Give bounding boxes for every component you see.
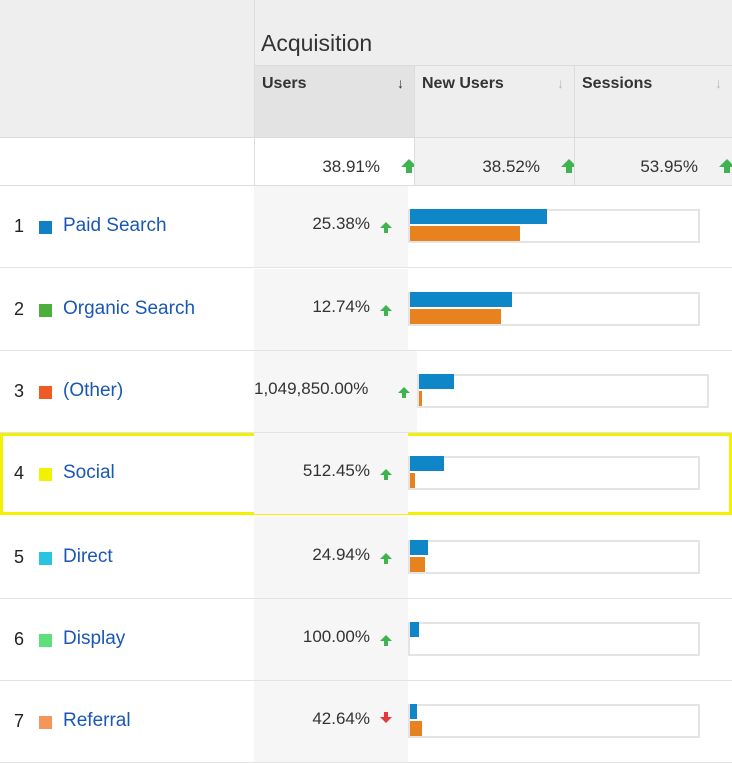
channel-color-swatch [39,386,52,399]
channel-link[interactable]: Paid Search [63,215,167,236]
channel-color-swatch [39,468,52,481]
bar-primary [410,209,547,224]
channel-color-swatch [39,304,52,317]
users-change-cell: 512.45% [254,433,408,514]
comparison-bar-track [408,209,700,243]
acquisition-title: Acquisition [261,30,373,56]
trend-up-icon [380,222,392,233]
channel-link[interactable]: Social [63,462,115,483]
table-row[interactable]: 12.74% 2 Organic Search [0,269,732,351]
bar-secondary [410,557,425,572]
bar-primary [410,456,444,471]
trend-up-icon [398,387,410,398]
users-change-cell: 1,049,850.00% [254,351,417,432]
bar-primary [419,374,454,389]
users-change-value: 12.74% [312,297,370,316]
total-sessions-value: 53.95% [640,157,698,176]
trend-down-icon [380,712,392,723]
bar-primary [410,704,417,719]
table-row[interactable]: 42.64% 7 Referral [0,681,732,763]
users-change-cell: 12.74% [254,269,408,350]
table-row[interactable]: 24.94% 5 Direct [0,517,732,599]
channel-link[interactable]: (Other) [63,380,124,401]
total-users: 38.91% [254,138,417,186]
total-sessions: 53.95% [574,138,732,186]
users-change-value: 25.38% [312,214,370,233]
row-rank: 1 [14,216,25,236]
bar-secondary [410,473,415,488]
trend-up-icon [380,469,392,480]
trend-up-icon [380,305,392,316]
row-rank: 2 [14,299,25,319]
total-users-value: 38.91% [322,157,380,176]
trend-up-icon [380,553,392,564]
acquisition-header [254,0,732,66]
channel-color-swatch [39,221,52,234]
users-change-cell: 24.94% [254,517,408,598]
row-rank: 4 [14,463,25,483]
sort-down-icon[interactable]: ↓ [557,75,564,91]
total-new-users-value: 38.52% [482,157,540,176]
bar-primary [410,292,512,307]
row-rank: 3 [14,381,25,401]
comparison-bar-track [408,622,700,656]
users-change-value: 24.94% [312,545,370,564]
row-rank: 7 [14,711,25,731]
users-change-value: 1,049,850.00% [254,379,369,398]
bar-secondary [419,391,422,406]
users-change-cell: 42.64% [254,681,408,762]
totals-spacer [0,138,254,186]
column-label-users: Users [262,75,307,92]
column-header-sessions[interactable]: Sessions ↓ [574,66,732,138]
sort-down-icon[interactable]: ↓ [715,75,722,91]
comparison-bar-track [408,540,700,574]
bar-secondary [410,226,520,241]
table-row[interactable]: 512.45% 4 Social [0,433,732,515]
users-change-value: 512.45% [302,461,370,480]
header-spacer [0,0,254,138]
comparison-bar-track [408,456,700,490]
users-change-value: 42.64% [312,709,370,728]
channel-color-swatch [39,552,52,565]
bar-secondary [410,721,422,736]
channel-color-swatch [39,716,52,729]
column-label-sessions: Sessions [582,75,653,92]
bar-primary [410,622,419,637]
total-new-users: 38.52% [414,138,577,186]
channel-link[interactable]: Direct [63,546,113,567]
column-label-new-users: New Users [422,75,504,92]
users-change-cell: 25.38% [254,186,408,267]
bar-secondary [410,309,501,324]
comparison-bar-track [417,374,709,408]
sort-down-icon[interactable]: ↓ [397,75,404,91]
comparison-bar-track [408,292,700,326]
users-change-value: 100.00% [302,627,370,646]
comparison-bar-track [408,704,700,738]
channel-link[interactable]: Referral [63,710,131,731]
channel-link[interactable]: Organic Search [63,298,196,319]
table-row[interactable]: 100.00% 6 Display [0,599,732,681]
trend-up-icon [380,635,392,646]
column-header-new-users[interactable]: New Users ↓ [414,66,574,138]
table-row[interactable]: 25.38% 1 Paid Search [0,186,732,268]
channel-link[interactable]: Display [63,628,126,649]
row-rank: 6 [14,629,25,649]
users-change-cell: 100.00% [254,599,408,680]
bar-primary [410,540,428,555]
channel-color-swatch [39,634,52,647]
column-header-users[interactable]: Users ↓ [254,66,414,138]
row-rank: 5 [14,547,25,567]
table-row[interactable]: 1,049,850.00% 3 (Other) [0,351,732,433]
